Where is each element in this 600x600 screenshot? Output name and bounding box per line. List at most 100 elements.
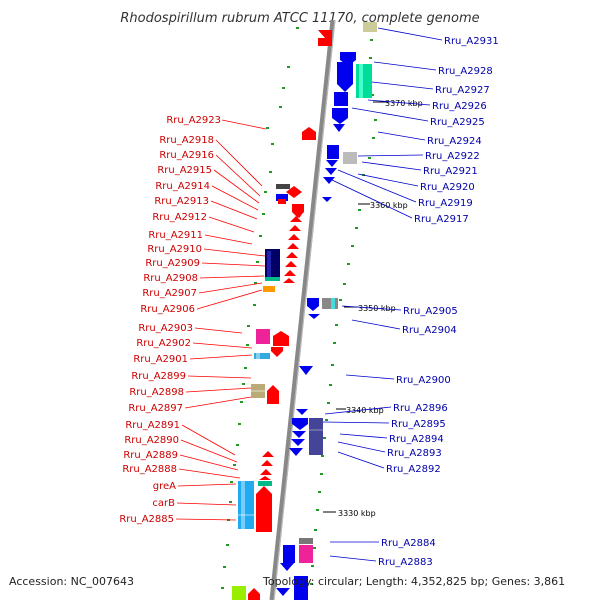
leader-line xyxy=(221,119,267,130)
gene-label: Rru_A2890 xyxy=(124,435,179,446)
gene-label: Rru_A2924 xyxy=(427,136,482,147)
scale-mark: 3360 kbp xyxy=(370,201,408,210)
leader-line xyxy=(215,154,261,197)
scale-mark: 3370 kbp xyxy=(385,99,423,108)
leader-line xyxy=(189,354,253,360)
gene-feature xyxy=(256,486,272,532)
topology-text: Topology: circular; Length: 4,352,825 bp… xyxy=(263,575,566,588)
gene-feature xyxy=(289,448,303,456)
gene-label: Rru_A2903 xyxy=(138,323,193,334)
gene-feature xyxy=(363,22,377,32)
gene-label: Rru_A2906 xyxy=(140,304,195,315)
gene-feature xyxy=(276,588,290,596)
gene-label: Rru_A2912 xyxy=(152,212,207,223)
gene-feature xyxy=(299,538,313,544)
leader-line xyxy=(178,468,241,479)
leader-line xyxy=(357,154,424,157)
gene-feature xyxy=(327,145,339,159)
gene-feature xyxy=(256,329,270,344)
gene-label: Rru_A2883 xyxy=(378,557,433,568)
gene-feature xyxy=(262,451,274,457)
gene-feature xyxy=(309,418,323,455)
leader-line xyxy=(329,555,377,562)
leader-line xyxy=(187,375,252,379)
gene-feature xyxy=(326,160,338,167)
leader-line xyxy=(203,248,266,257)
gene-label: Rru_A2901 xyxy=(133,354,188,365)
left-gene-labels: Rru_A2923 Rru_A2918 Rru_A2916 Rru_A2915 … xyxy=(119,115,221,525)
gene-feature xyxy=(323,177,335,184)
leader-line xyxy=(324,406,392,415)
gene-feature xyxy=(273,331,289,346)
leader-line xyxy=(184,396,252,409)
leader-line xyxy=(322,421,390,424)
gene-feature xyxy=(276,194,288,201)
gene-label: Rru_A2919 xyxy=(418,198,473,209)
gene-label: Rru_A2894 xyxy=(389,434,444,445)
gene-feature xyxy=(291,439,305,446)
gene-feature xyxy=(248,588,260,600)
gene-label: Rru_A2928 xyxy=(438,66,493,77)
gene-label: Rru_A2885 xyxy=(119,514,174,525)
gene-label: Rru_A2914 xyxy=(155,181,210,192)
gene-label: Rru_A2926 xyxy=(432,101,487,112)
leader-line xyxy=(180,439,238,463)
leader-line xyxy=(331,179,413,219)
leader-line xyxy=(377,131,426,141)
gene-label: Rru_A2904 xyxy=(402,325,457,336)
gene-label: Rru_A2925 xyxy=(430,117,485,128)
leader-line xyxy=(179,454,239,471)
reverse-strand-genes xyxy=(276,52,372,600)
gene-label: Rru_A2899 xyxy=(131,371,186,382)
leader-line xyxy=(377,27,443,41)
leader-line xyxy=(177,483,237,487)
gene-label: Rru_A2884 xyxy=(381,538,436,549)
gene-label: Rru_A2908 xyxy=(143,273,198,284)
gene-feature xyxy=(283,545,295,563)
genome-backbone xyxy=(269,19,336,600)
gene-feature xyxy=(263,286,275,292)
gene-feature xyxy=(308,314,320,319)
gene-feature xyxy=(292,204,304,218)
gene-label: Rru_A2905 xyxy=(403,306,458,317)
leader-line xyxy=(198,282,263,294)
gene-feature xyxy=(285,261,297,267)
gene-label: Rru_A2889 xyxy=(123,450,178,461)
leader-line xyxy=(208,216,255,233)
gene-feature xyxy=(322,298,338,309)
gene-label: Rru_A2895 xyxy=(391,419,446,430)
leader-line xyxy=(176,502,237,506)
gene-feature xyxy=(261,460,273,466)
gene-feature xyxy=(356,64,372,98)
gene-label: Rru_A2920 xyxy=(420,182,475,193)
gene-label: Rru_A2916 xyxy=(159,150,214,161)
gene-label: Rru_A2897 xyxy=(128,403,183,414)
leader-line xyxy=(211,185,259,211)
gene-label: Rru_A2902 xyxy=(136,338,191,349)
leader-line xyxy=(341,305,402,311)
gene-feature xyxy=(232,586,246,600)
gene-feature xyxy=(258,481,272,486)
gene-label: Rru_A2910 xyxy=(147,244,202,255)
gene-feature xyxy=(318,30,332,38)
accession-text: Accession: NC_007643 xyxy=(9,575,135,588)
gene-feature xyxy=(294,576,308,600)
gene-feature xyxy=(292,431,306,438)
gene-feature xyxy=(289,225,301,231)
gene-label: Rru_A2913 xyxy=(154,196,209,207)
gene-feature xyxy=(259,476,271,480)
right-leader-lines xyxy=(322,27,443,562)
gene-label: Rru_A2898 xyxy=(129,387,184,398)
gene-feature xyxy=(337,62,353,84)
gene-label: Rru_A2888 xyxy=(122,464,177,475)
gene-feature xyxy=(254,353,270,359)
gene-label: Rru_A2911 xyxy=(148,230,203,241)
gene-label: Rru_A2892 xyxy=(386,464,441,475)
gene-label: Rru_A2900 xyxy=(396,375,451,386)
forward-strand-genes xyxy=(232,22,377,600)
leader-line xyxy=(215,139,263,187)
leader-line xyxy=(210,200,258,220)
gene-feature xyxy=(318,38,332,46)
gene-feature xyxy=(238,481,254,529)
